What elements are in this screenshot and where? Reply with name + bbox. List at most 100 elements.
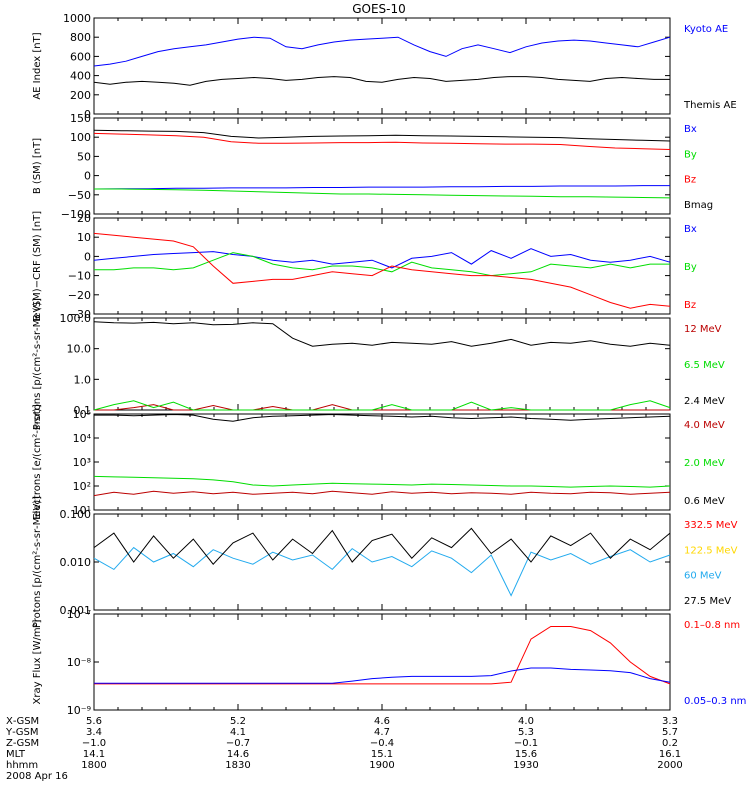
x-column-value: 5.7 xyxy=(662,727,678,738)
series-line xyxy=(93,475,671,488)
y-tick-label: 10⁵ xyxy=(73,408,91,421)
x-column-value: 4.1 xyxy=(230,727,246,738)
y-axis-label: Electrons [e/(cm²‑s‑sr)] xyxy=(32,404,43,520)
y-tick-label: −30 xyxy=(68,308,91,321)
y-tick-label: 100.0 xyxy=(60,312,92,325)
y-tick-label: 10⁴ xyxy=(73,432,92,445)
y-tick-label: 800 xyxy=(70,31,91,44)
x-row-label: 2008 Apr 16 xyxy=(6,771,68,782)
x-column-value: 4.6 xyxy=(374,716,390,727)
x-column-value: −0.1 xyxy=(514,738,538,749)
series-line xyxy=(93,400,671,411)
legend-label: 0.6 MeV xyxy=(684,496,725,507)
legend-label: Kyoto AE xyxy=(684,24,728,35)
y-tick-label: 10⁻⁹ xyxy=(67,704,91,717)
y-tick-label: 0.001 xyxy=(60,604,92,617)
panel-frame xyxy=(93,513,671,611)
legend-label: 60 MeV xyxy=(684,571,722,582)
y-tick-label: 150 xyxy=(70,112,91,125)
y-tick-label: 100 xyxy=(70,131,91,144)
x-column-value: 4.0 xyxy=(518,716,534,727)
x-row-label: X‑GSM xyxy=(6,716,39,727)
legend-label: 2.4 MeV xyxy=(684,396,725,407)
y-axis-label: Protons [p/(cm²‑s‑sr‑MeV)] xyxy=(32,298,43,430)
legend-label: 0.05–0.3 nm xyxy=(684,696,746,707)
x-column-value: −0.4 xyxy=(370,738,394,749)
x-column-value: 1930 xyxy=(513,760,538,771)
y-tick-label: 20 xyxy=(77,212,91,225)
y-tick-label: 1000 xyxy=(63,12,91,25)
y-tick-label: 10⁻⁷ xyxy=(67,608,91,621)
y-tick-label: 0 xyxy=(84,170,91,183)
series-line xyxy=(94,188,671,199)
legend-label: 122.5 MeV xyxy=(684,545,738,556)
series-line xyxy=(93,490,671,497)
y-tick-label: 10³ xyxy=(73,456,91,469)
y-axis-label: Protons [p/(cm²‑s‑sr‑MeV)] xyxy=(32,496,43,628)
y-tick-label: 10.0 xyxy=(67,343,92,356)
panel-3: 20 10 0 −10 −20 −30 B (SM)−CRF (SM) [nT] Bx By Bz xyxy=(32,211,697,321)
y-tick-label: −100 xyxy=(61,208,91,221)
y-tick-label: 0.010 xyxy=(60,556,92,569)
y-tick-label: 10² xyxy=(73,480,91,493)
x-column-value: 5.2 xyxy=(230,716,246,727)
legend-label: 6.5 MeV xyxy=(684,360,725,371)
x-column-value: 2000 xyxy=(657,760,682,771)
legend-label: 0.1–0.8 nm xyxy=(684,620,740,631)
legend-label: Bz xyxy=(684,175,696,186)
legend-label: 2.0 MeV xyxy=(684,458,725,469)
series-line xyxy=(94,252,670,277)
series-line xyxy=(93,132,671,150)
y-tick-label: 50 xyxy=(77,150,91,163)
y-tick-label: 10 xyxy=(77,231,91,244)
y-tick-label: 1.0 xyxy=(74,373,92,386)
panel-frame xyxy=(93,217,671,315)
y-axis-label: B (SM)−CRF (SM) [nT] xyxy=(32,211,43,321)
panel-frame xyxy=(93,17,671,115)
panel-frame xyxy=(93,117,671,215)
y-tick-label: 0 xyxy=(84,250,91,263)
x-column-value: 4.7 xyxy=(374,727,390,738)
series-line xyxy=(93,546,671,597)
panel-frame xyxy=(93,317,671,411)
y-tick-label: 0.100 xyxy=(60,508,92,521)
x-column-value: 1830 xyxy=(225,760,250,771)
series-line xyxy=(93,129,671,142)
legend-label: Bmag xyxy=(684,200,713,211)
series-line xyxy=(94,413,671,422)
panel-frame xyxy=(93,413,671,511)
series-line xyxy=(93,248,671,269)
x-row-label: Y‑GSM xyxy=(5,727,38,738)
x-column-value: 14.1 xyxy=(83,749,105,760)
series-line xyxy=(93,232,671,309)
y-axis-label: AE Index [nT] xyxy=(32,32,43,99)
y-tick-label: 0 xyxy=(84,108,91,121)
series-line xyxy=(94,667,671,684)
x-column-value: 1900 xyxy=(369,760,394,771)
x-column-value: 5.6 xyxy=(86,716,102,727)
legend-label: 12 MeV xyxy=(684,324,722,335)
x-row-label: MLT xyxy=(6,749,26,760)
panel-1: 1000 800 600 400 200 0 AE Index [nT] Kyoto AE Th… xyxy=(32,12,737,121)
legend-label: By xyxy=(684,262,697,273)
y-tick-label: 10¹ xyxy=(73,504,91,517)
y-tick-label: 10⁻⁸ xyxy=(67,656,92,669)
x-row-label: hhmm xyxy=(6,760,38,771)
x-column-value: 15.6 xyxy=(515,749,537,760)
y-tick-label: −10 xyxy=(68,270,91,283)
x-column-value: 3.3 xyxy=(662,716,678,727)
y-axis-label: B (SM) [nT] xyxy=(32,138,43,194)
legend-label: Bz xyxy=(684,300,696,311)
legend-label: Bx xyxy=(684,124,697,135)
series-line xyxy=(94,626,671,685)
y-tick-label: 200 xyxy=(70,89,91,102)
y-axis-label: Xray Flux [W/m²] xyxy=(32,619,43,704)
panel-7: 10⁻⁷ 10⁻⁸ 10⁻⁹ Xray Flux [W/m²] 0.1–0.8 nm 0.… xyxy=(32,608,746,717)
legend-label: Bx xyxy=(684,224,697,235)
panel-4: 100.0 10.0 1.0 0.1 Protons [p/(cm²‑s‑sr‑MeV)… xyxy=(32,298,725,430)
x-column-value: 15.1 xyxy=(371,749,393,760)
panel-5: 10⁵ 10⁴ 10³ 10² 10¹ Electrons [e/(cm²‑s‑sr)] 4… xyxy=(32,404,725,520)
x-row-label: Z‑GSM xyxy=(6,738,39,749)
